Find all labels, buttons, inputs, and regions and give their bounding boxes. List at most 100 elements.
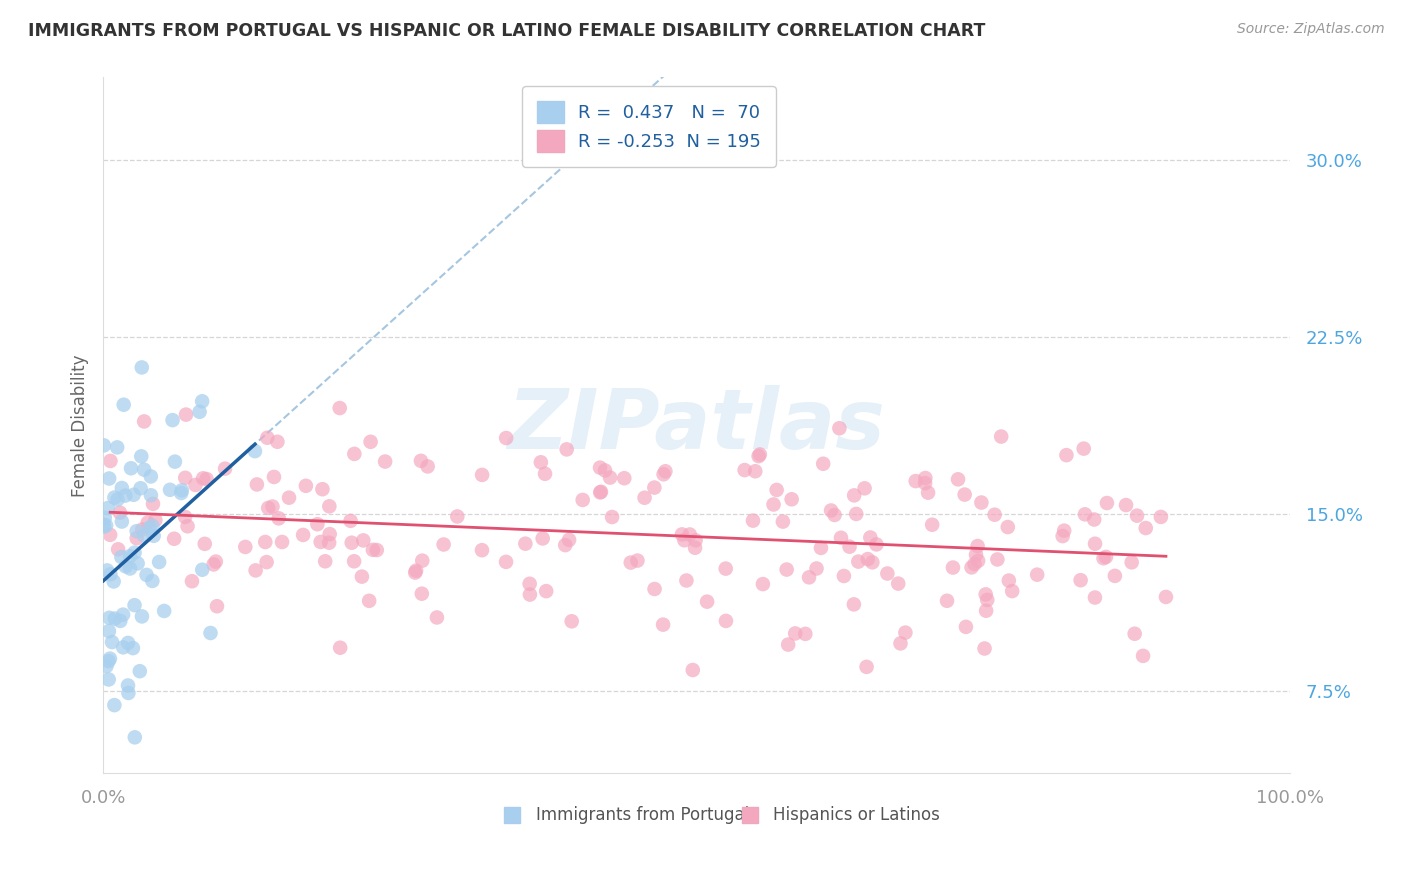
Point (128, 664, 150, 678)
Y-axis label: Female Disability: Female Disability (72, 354, 89, 497)
Point (1092, 551, 1115, 566)
Point (103, 491, 125, 505)
Point (830, 531, 852, 545)
Point (765, 483, 787, 497)
Point (644, 582, 666, 596)
Point (93, 517, 115, 532)
Point (942, 560, 965, 574)
Text: Immigrants from Portugal: Immigrants from Portugal (536, 806, 749, 824)
Point (267, 511, 290, 525)
Point (129, 481, 152, 495)
Point (1054, 448, 1077, 462)
Point (744, 464, 766, 478)
Point (174, 471, 197, 485)
Point (1126, 508, 1149, 523)
Point (110, 549, 132, 564)
Point (110, 614, 132, 628)
Point (1115, 498, 1137, 512)
Point (318, 535, 340, 549)
Point (340, 535, 363, 549)
Point (409, 454, 432, 468)
Point (1026, 567, 1049, 582)
Text: IMMIGRANTS FROM PORTUGAL VS HISPANIC OR LATINO FEMALE DISABILITY CORRELATION CHA: IMMIGRANTS FROM PORTUGAL VS HISPANIC OR … (28, 22, 986, 40)
Point (471, 543, 494, 558)
Point (114, 559, 136, 574)
Point (292, 528, 315, 542)
Point (314, 554, 336, 568)
Point (350, 569, 373, 583)
Point (936, 594, 959, 608)
Point (163, 455, 186, 469)
Point (97, 624, 120, 639)
Point (309, 535, 332, 549)
Point (519, 576, 541, 591)
Point (111, 515, 134, 529)
Point (974, 604, 997, 618)
Point (148, 555, 170, 569)
Point (125, 531, 148, 545)
Point (256, 431, 278, 445)
Point (613, 471, 636, 485)
Point (446, 509, 468, 524)
Point (174, 509, 197, 524)
Point (181, 574, 204, 589)
Point (748, 447, 770, 461)
Point (343, 554, 366, 568)
Point (1150, 510, 1173, 524)
Point (742, 514, 765, 528)
Point (1084, 537, 1107, 551)
Point (960, 560, 983, 574)
Point (844, 488, 866, 502)
Point (329, 640, 352, 655)
Point (311, 482, 333, 496)
Point (966, 539, 988, 553)
Point (946, 472, 969, 486)
Point (98, 651, 121, 665)
Point (176, 519, 198, 533)
Point (105, 441, 128, 455)
Point (1073, 442, 1095, 456)
Point (904, 474, 927, 488)
Point (163, 532, 186, 546)
Point (734, 463, 756, 477)
Point (1095, 496, 1118, 510)
Point (531, 532, 554, 546)
Point (122, 641, 145, 656)
Point (98, 611, 121, 625)
Point (997, 520, 1019, 534)
Point (855, 660, 877, 674)
Point (780, 492, 803, 507)
Point (914, 471, 936, 485)
Point (131, 609, 153, 624)
Point (131, 523, 153, 537)
Point (1083, 512, 1105, 526)
Point (131, 360, 153, 375)
Point (204, 555, 226, 569)
Point (143, 513, 166, 527)
Point (859, 531, 882, 545)
Point (752, 577, 775, 591)
Point (846, 555, 869, 569)
Point (318, 500, 340, 514)
Point (683, 541, 706, 555)
Point (134, 414, 156, 428)
Point (134, 463, 156, 477)
Point (955, 620, 977, 634)
Point (112, 607, 135, 622)
Point (998, 574, 1021, 588)
Point (894, 625, 917, 640)
Point (682, 663, 704, 677)
Point (339, 514, 361, 528)
Point (515, 537, 537, 551)
Point (967, 554, 990, 568)
Point (138, 521, 160, 535)
Point (471, 467, 494, 482)
Point (118, 549, 141, 564)
Point (696, 594, 718, 608)
Point (810, 541, 832, 555)
Point (671, 527, 693, 541)
Point (257, 500, 280, 515)
Point (986, 552, 1008, 566)
Point (96, 563, 118, 577)
Point (360, 434, 382, 449)
